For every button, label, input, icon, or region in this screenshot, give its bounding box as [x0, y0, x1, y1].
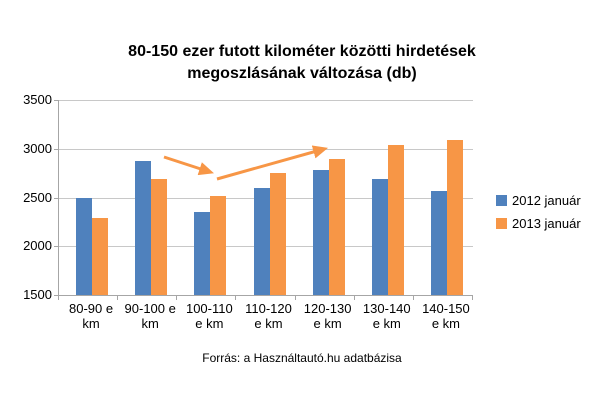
source-note: Forrás: a Használtautó.hu adatbázisa [202, 351, 402, 365]
y-tick-label: 1500 [23, 287, 52, 302]
y-tick-mark [54, 100, 58, 101]
bar-2013-január-5 [387, 144, 404, 295]
x-tick-label: 90-100 e km [124, 301, 176, 331]
x-tick-mark [176, 296, 177, 300]
legend-label-2012: 2012 január [512, 193, 581, 208]
trend-arrow-down [163, 155, 214, 176]
plot-area [58, 100, 473, 296]
trend-arrow-up [216, 145, 329, 181]
legend: 2012 január 2013 január [496, 194, 581, 240]
bar-2013-január-2 [210, 195, 227, 295]
y-tick-label: 2500 [23, 189, 52, 205]
legend-label-2013: 2013 január [512, 216, 581, 231]
x-tick-mark [58, 296, 59, 300]
bar-2012-január-0 [76, 197, 93, 295]
legend-swatch-2012-icon [496, 195, 507, 206]
x-tick-mark [117, 296, 118, 300]
bar-2012-január-2 [194, 212, 211, 295]
bar-2012-január-1 [135, 161, 152, 295]
legend-swatch-2013-icon [496, 218, 507, 229]
bar-2012-január-4 [312, 170, 329, 295]
y-tick-label: 2000 [23, 238, 52, 254]
y-tick-mark [54, 295, 58, 296]
x-tick-mark [472, 296, 473, 300]
x-tick-label: 120-130 e km [303, 301, 352, 331]
bar-2012-január-3 [253, 187, 270, 295]
y-tick-label: 3500 [23, 92, 52, 107]
x-tick-label: 80-90 e km [69, 301, 114, 331]
x-tick-mark [295, 296, 296, 300]
bar-2012-január-5 [371, 179, 388, 295]
gridline [59, 148, 473, 150]
y-tick-label: 3000 [23, 140, 52, 156]
bar-2013-január-1 [151, 179, 168, 295]
x-tick-label: 110-120 e km [245, 301, 292, 331]
chart-title: 80-150 ezer futott kilométer közötti hir… [0, 41, 604, 85]
chart-title-line-1: 80-150 ezer futott kilométer közötti hir… [128, 43, 476, 60]
bar-2012-január-6 [430, 190, 447, 295]
y-tick-mark [54, 197, 58, 199]
y-tick-mark [54, 148, 58, 150]
x-tick-label: 100-110 e km [185, 301, 233, 331]
x-tick-mark [235, 296, 236, 300]
bar-2013-január-3 [269, 173, 286, 295]
legend-item-2012-januar: 2012 január [496, 194, 581, 207]
legend-item-2013-januar: 2013 január [496, 217, 581, 230]
x-tick-label: 140-150 e km [422, 301, 470, 331]
chart-title-line-2: megoszlásának változása (db) [187, 65, 417, 82]
gridline [59, 100, 473, 101]
bar-2013-január-0 [92, 218, 109, 295]
bar-2013-január-6 [446, 140, 463, 295]
x-tick-mark [354, 296, 355, 300]
x-tick-label: 130-140 e km [362, 301, 411, 331]
bar-2013-január-4 [328, 158, 345, 295]
y-tick-mark [54, 246, 58, 248]
x-tick-mark [413, 296, 414, 300]
